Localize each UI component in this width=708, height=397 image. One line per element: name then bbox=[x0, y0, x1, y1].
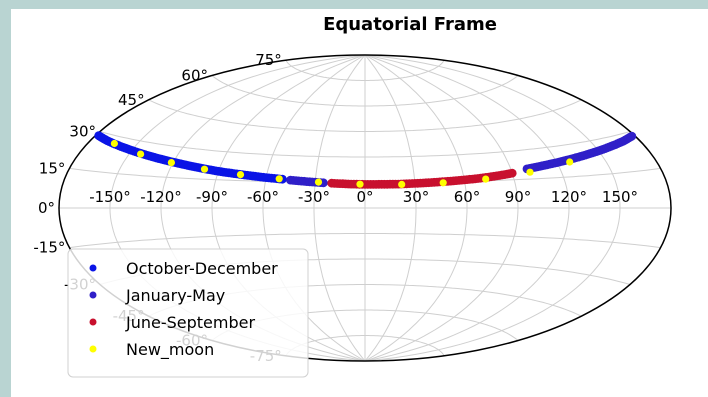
meridian-gridline bbox=[364, 54, 519, 362]
data-point bbox=[627, 131, 637, 141]
x-tick-label: -60° bbox=[247, 188, 279, 206]
legend-label: January-May bbox=[125, 286, 225, 305]
y-tick-label: 30° bbox=[69, 123, 96, 141]
x-tick-label: 0° bbox=[356, 188, 373, 206]
data-point bbox=[507, 168, 517, 178]
legend-marker bbox=[89, 291, 97, 299]
legend-marker bbox=[89, 318, 97, 326]
x-tick-label: -120° bbox=[140, 188, 182, 206]
meridian-gridline bbox=[364, 54, 468, 362]
x-tick-label: -150° bbox=[89, 188, 131, 206]
meridian-gridline bbox=[364, 54, 621, 362]
x-tick-label: -90° bbox=[196, 188, 228, 206]
series-new-moon bbox=[110, 139, 574, 188]
y-tick-label: 15° bbox=[39, 159, 66, 177]
legend: October-December January-May June-Septembe… bbox=[67, 248, 309, 378]
x-tick-label: -30° bbox=[298, 188, 330, 206]
data-point bbox=[482, 175, 490, 183]
data-point bbox=[137, 150, 145, 158]
legend-box bbox=[67, 248, 309, 378]
meridian-gridline bbox=[364, 54, 570, 362]
aitoff-chart: -150° -120° -90° -60° -30° 0° 30° 60° 90° 120° 150… bbox=[33, 14, 672, 378]
data-point bbox=[356, 180, 364, 188]
projection-boundary bbox=[58, 54, 672, 362]
x-tick-label: 30° bbox=[403, 188, 430, 206]
meridian-gridline bbox=[313, 54, 366, 362]
x-tick-label: 120° bbox=[551, 188, 587, 206]
data-point bbox=[200, 165, 209, 173]
y-tick-label: 75° bbox=[255, 51, 282, 69]
x-tick-label: 60° bbox=[454, 188, 481, 206]
meridian-gridline bbox=[364, 54, 417, 362]
data-point bbox=[110, 139, 118, 148]
series-june-september bbox=[327, 168, 517, 189]
series-october-december bbox=[94, 131, 287, 184]
data-point bbox=[566, 158, 574, 166]
y-tick-label: 60° bbox=[181, 67, 208, 85]
data-point bbox=[439, 179, 447, 187]
data-point bbox=[314, 178, 323, 186]
legend-label: June-September bbox=[125, 313, 255, 332]
figure-panel: -150° -120° -90° -60° -30° 0° 30° 60° 90° 120° 150… bbox=[11, 9, 708, 397]
chart-title: Equatorial Frame bbox=[323, 14, 497, 35]
data-point bbox=[167, 159, 175, 167]
y-tick-label: -15° bbox=[33, 239, 65, 257]
x-tick-label: 150° bbox=[602, 188, 638, 206]
legend-marker bbox=[89, 264, 97, 272]
x-tick-labels: -150° -120° -90° -60° -30° 0° 30° 60° 90° 120° 150… bbox=[89, 188, 638, 206]
data-point bbox=[398, 180, 406, 188]
legend-label: New_moon bbox=[126, 340, 214, 360]
y-tick-label: 0° bbox=[38, 199, 55, 217]
legend-marker bbox=[89, 345, 97, 353]
data-point bbox=[526, 168, 534, 176]
data-point bbox=[236, 171, 245, 179]
x-tick-label: 90° bbox=[505, 188, 532, 206]
data-point bbox=[275, 175, 283, 183]
y-tick-label: 45° bbox=[118, 91, 145, 109]
legend-label: October-December bbox=[126, 259, 278, 278]
